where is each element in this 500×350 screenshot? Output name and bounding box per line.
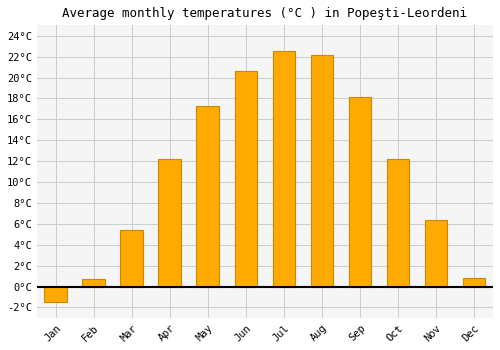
Bar: [158, 159, 182, 287]
Bar: [310, 55, 334, 287]
Bar: [234, 71, 258, 287]
Bar: [44, 287, 67, 302]
Bar: [196, 106, 220, 287]
Title: Average monthly temperatures (°C ) in Popeşti-Leordeni: Average monthly temperatures (°C ) in Po…: [62, 7, 468, 20]
Bar: [272, 51, 295, 287]
Bar: [120, 230, 144, 287]
Bar: [348, 97, 372, 287]
Bar: [462, 278, 485, 287]
Bar: [386, 159, 409, 287]
Bar: [424, 220, 448, 287]
Bar: [82, 279, 105, 287]
